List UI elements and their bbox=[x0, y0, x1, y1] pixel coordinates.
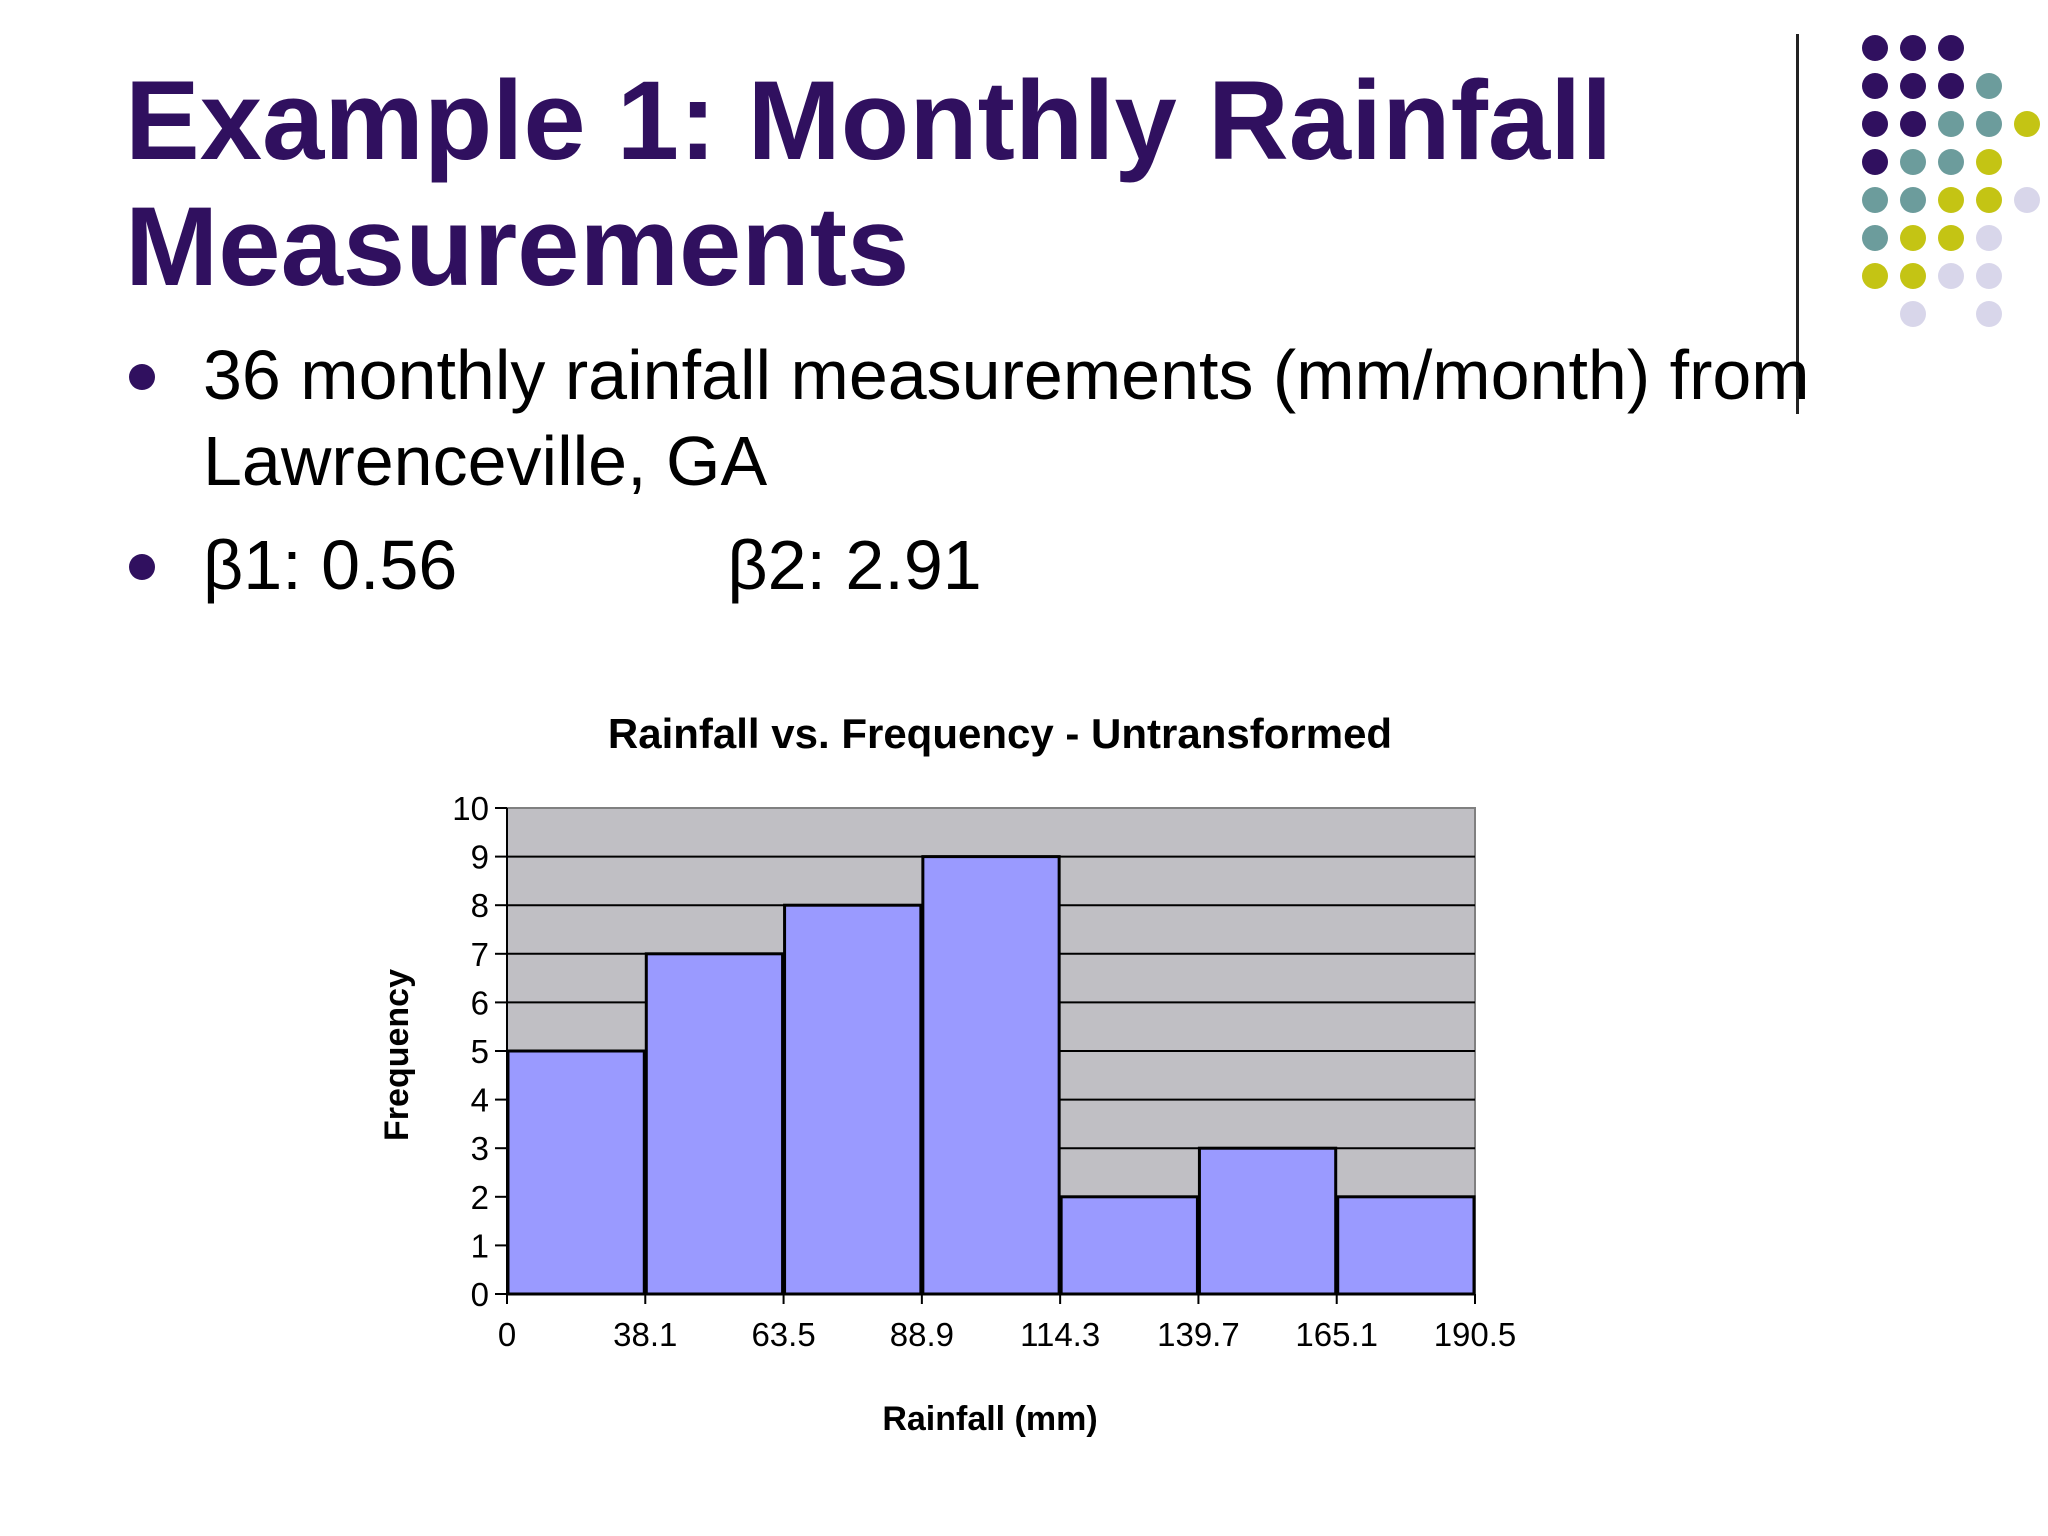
y-tick-label: 9 bbox=[471, 839, 489, 876]
histogram-bar bbox=[1059, 1195, 1199, 1296]
y-tick-label: 10 bbox=[452, 790, 489, 827]
histogram-bar bbox=[1336, 1195, 1476, 1296]
bullet-dot-icon bbox=[129, 364, 155, 390]
y-tick-label: 0 bbox=[471, 1276, 489, 1313]
x-tick-label: 63.5 bbox=[751, 1316, 815, 1353]
y-tick-label: 2 bbox=[471, 1179, 489, 1216]
x-tick-label: 190.5 bbox=[1434, 1316, 1517, 1353]
x-tick-label: 0 bbox=[498, 1316, 516, 1353]
y-tick-label: 6 bbox=[471, 984, 489, 1021]
y-tick-label: 7 bbox=[471, 936, 489, 973]
chart-title: Rainfall vs. Frequency - Untransformed bbox=[608, 710, 1392, 757]
y-tick-label: 1 bbox=[471, 1227, 489, 1264]
bullet-list: 36 monthly rainfall measurements (mm/mon… bbox=[125, 332, 1985, 626]
histogram-bar bbox=[1197, 1146, 1338, 1296]
x-axis-label: Rainfall (mm) bbox=[882, 1400, 1097, 1438]
histogram-bar bbox=[921, 855, 1061, 1296]
y-tick-label: 4 bbox=[471, 1082, 489, 1119]
y-axis-label: Frequency bbox=[378, 969, 416, 1141]
bullet-dot-icon bbox=[129, 554, 155, 580]
bullet-item-measurements: 36 monthly rainfall measurements (mm/mon… bbox=[125, 332, 1985, 504]
x-tick-label: 139.7 bbox=[1157, 1316, 1240, 1353]
bullet-item-betas: β1: 0.56 β2: 2.91 bbox=[125, 522, 1985, 608]
x-tick-label: 38.1 bbox=[613, 1316, 677, 1353]
title-divider-line bbox=[1796, 34, 1799, 414]
histogram-bar bbox=[783, 903, 923, 1296]
slide-title: Example 1: Monthly Rainfall Measurements bbox=[125, 58, 1613, 309]
x-tick-label: 165.1 bbox=[1295, 1316, 1378, 1353]
y-tick-label: 5 bbox=[471, 1033, 489, 1070]
beta2-value: β2: 2.91 bbox=[727, 526, 982, 604]
bullet-text-measurements: 36 monthly rainfall measurements (mm/mon… bbox=[203, 336, 1810, 500]
y-tick-label: 3 bbox=[471, 1130, 489, 1167]
x-tick-label: 114.3 bbox=[1020, 1316, 1100, 1353]
x-tick-label: 88.9 bbox=[890, 1316, 954, 1353]
y-tick-label: 8 bbox=[471, 887, 489, 924]
histogram-bar bbox=[644, 952, 785, 1296]
histogram-bar bbox=[506, 1049, 646, 1296]
beta1-value: β1: 0.56 bbox=[203, 526, 458, 604]
